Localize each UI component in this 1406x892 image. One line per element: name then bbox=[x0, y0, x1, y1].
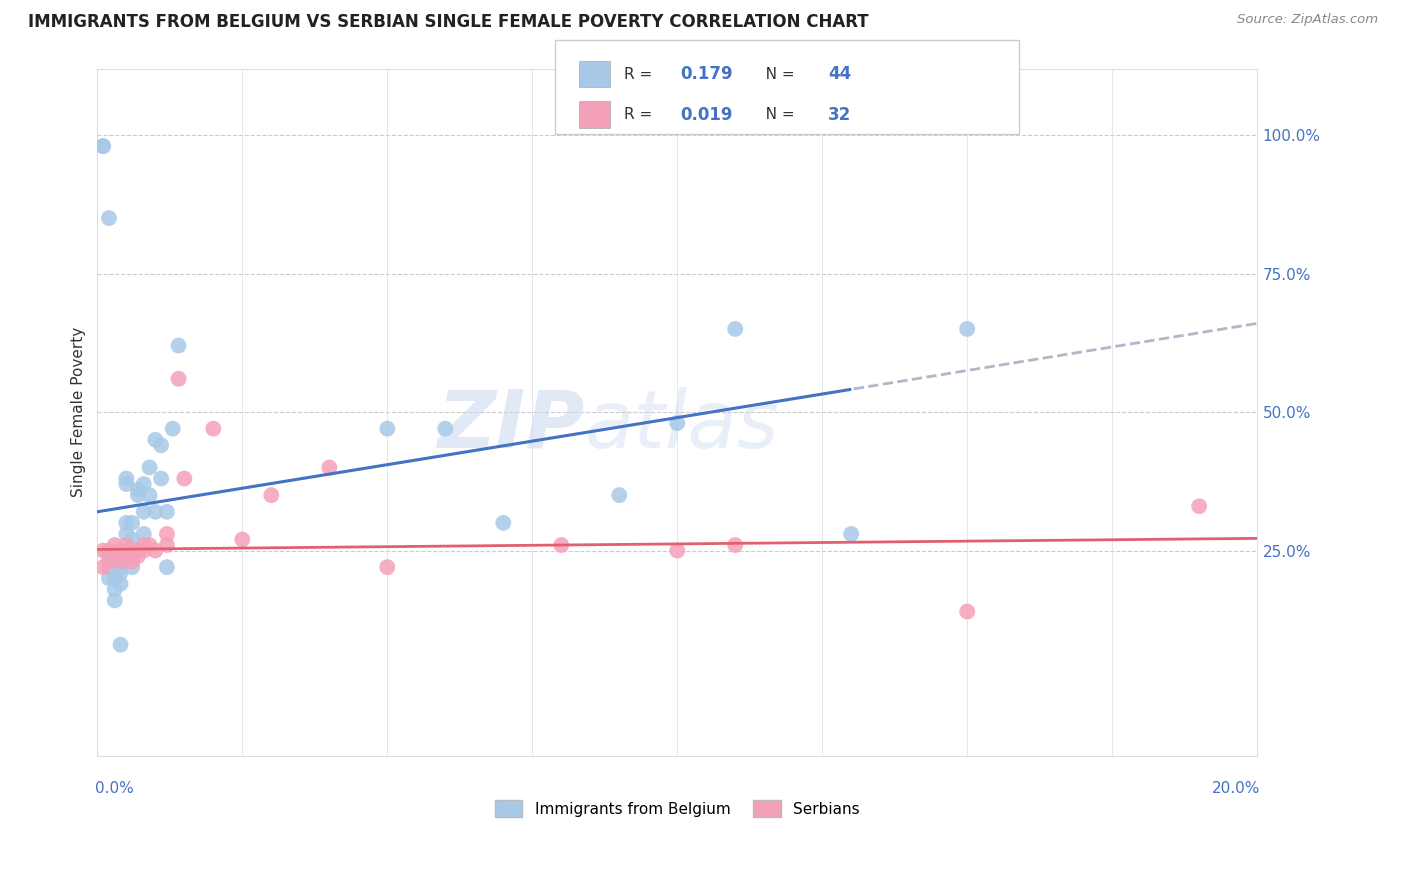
Point bbox=[110, 543, 132, 558]
Point bbox=[121, 543, 143, 558]
Point bbox=[97, 571, 120, 585]
Point bbox=[550, 538, 572, 552]
Point bbox=[127, 549, 149, 563]
Text: ZIP: ZIP bbox=[437, 387, 585, 465]
Text: R =: R = bbox=[624, 107, 658, 122]
Text: Source: ZipAtlas.com: Source: ZipAtlas.com bbox=[1237, 13, 1378, 27]
Point bbox=[121, 560, 143, 574]
Point bbox=[839, 527, 862, 541]
Point bbox=[173, 471, 195, 485]
Point bbox=[138, 460, 160, 475]
Point bbox=[91, 543, 114, 558]
Point bbox=[97, 211, 120, 226]
Point bbox=[956, 605, 979, 619]
Point bbox=[104, 593, 127, 607]
Point bbox=[97, 549, 120, 563]
Point bbox=[132, 477, 155, 491]
Point bbox=[143, 543, 166, 558]
Point bbox=[492, 516, 515, 530]
Point bbox=[143, 505, 166, 519]
Point bbox=[121, 516, 143, 530]
Point bbox=[91, 560, 114, 574]
Point bbox=[156, 538, 179, 552]
Point bbox=[375, 560, 398, 574]
Point bbox=[115, 477, 138, 491]
Point bbox=[167, 338, 190, 352]
Point bbox=[115, 543, 138, 558]
Point bbox=[150, 471, 173, 485]
Point bbox=[97, 543, 120, 558]
Point bbox=[138, 538, 160, 552]
Point bbox=[434, 422, 457, 436]
Point bbox=[115, 527, 138, 541]
Point bbox=[724, 322, 747, 336]
Point bbox=[127, 543, 149, 558]
Text: IMMIGRANTS FROM BELGIUM VS SERBIAN SINGLE FEMALE POVERTY CORRELATION CHART: IMMIGRANTS FROM BELGIUM VS SERBIAN SINGL… bbox=[28, 13, 869, 31]
Point bbox=[127, 483, 149, 497]
Point bbox=[318, 460, 340, 475]
Legend: Immigrants from Belgium, Serbians: Immigrants from Belgium, Serbians bbox=[489, 794, 866, 823]
Point bbox=[91, 139, 114, 153]
Point bbox=[156, 505, 179, 519]
Text: R =: R = bbox=[624, 67, 658, 81]
Point bbox=[104, 549, 127, 563]
Point bbox=[115, 549, 138, 563]
Point bbox=[115, 538, 138, 552]
Text: 44: 44 bbox=[828, 65, 852, 83]
Point bbox=[260, 488, 283, 502]
Text: 0.179: 0.179 bbox=[681, 65, 733, 83]
Point bbox=[724, 538, 747, 552]
Y-axis label: Single Female Poverty: Single Female Poverty bbox=[72, 327, 86, 497]
Point bbox=[202, 422, 225, 436]
Point bbox=[1188, 500, 1211, 514]
Text: 20.0%: 20.0% bbox=[1212, 780, 1260, 796]
Point bbox=[127, 488, 149, 502]
Point bbox=[132, 538, 155, 552]
Point bbox=[91, 139, 114, 153]
Point bbox=[231, 533, 253, 547]
Point bbox=[104, 571, 127, 585]
Point bbox=[607, 488, 630, 502]
Point bbox=[97, 555, 120, 569]
Point bbox=[956, 322, 979, 336]
Point bbox=[132, 543, 155, 558]
Point bbox=[104, 582, 127, 597]
Point bbox=[156, 560, 179, 574]
Point bbox=[110, 566, 132, 580]
Text: N =: N = bbox=[751, 107, 799, 122]
Text: N =: N = bbox=[751, 67, 799, 81]
Point bbox=[110, 638, 132, 652]
Point bbox=[121, 555, 143, 569]
Point bbox=[666, 543, 689, 558]
Point bbox=[167, 372, 190, 386]
Point bbox=[138, 488, 160, 502]
Text: 0.0%: 0.0% bbox=[94, 780, 134, 796]
Point bbox=[132, 505, 155, 519]
Point bbox=[110, 576, 132, 591]
Text: atlas: atlas bbox=[585, 387, 779, 465]
Point bbox=[104, 538, 127, 552]
Text: 32: 32 bbox=[828, 106, 852, 124]
Point bbox=[162, 422, 184, 436]
Text: 0.019: 0.019 bbox=[681, 106, 733, 124]
Point bbox=[110, 555, 132, 569]
Point bbox=[150, 438, 173, 452]
Point bbox=[666, 416, 689, 430]
Point bbox=[375, 422, 398, 436]
Point bbox=[115, 516, 138, 530]
Point bbox=[132, 527, 155, 541]
Point bbox=[115, 471, 138, 485]
Point bbox=[143, 433, 166, 447]
Point bbox=[121, 533, 143, 547]
Point bbox=[110, 560, 132, 574]
Point bbox=[97, 560, 120, 574]
Point bbox=[156, 527, 179, 541]
